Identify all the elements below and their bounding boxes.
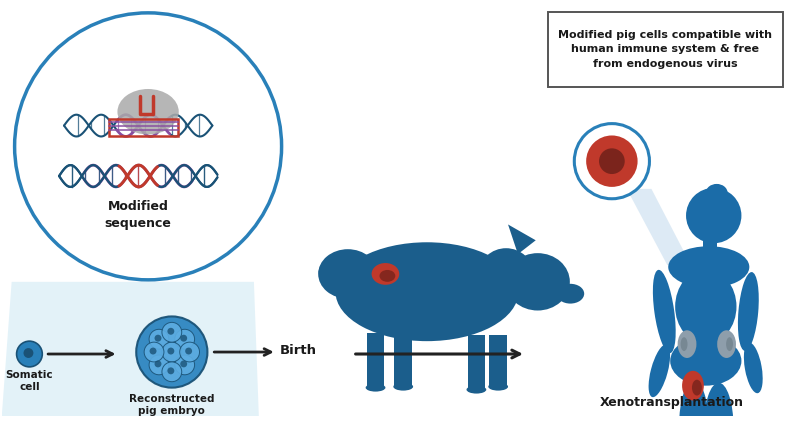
Circle shape [150, 348, 157, 354]
Polygon shape [626, 189, 691, 265]
Circle shape [586, 136, 638, 187]
Circle shape [154, 360, 162, 368]
Ellipse shape [649, 344, 670, 397]
Polygon shape [508, 224, 536, 254]
Ellipse shape [318, 249, 378, 298]
Ellipse shape [668, 246, 750, 288]
Bar [394, 335, 412, 386]
Ellipse shape [118, 89, 178, 134]
Circle shape [162, 362, 182, 382]
Ellipse shape [670, 336, 742, 386]
Ellipse shape [379, 270, 395, 282]
Circle shape [23, 348, 34, 358]
Ellipse shape [738, 272, 758, 351]
Circle shape [14, 13, 282, 280]
Ellipse shape [335, 242, 518, 341]
FancyBboxPatch shape [547, 12, 783, 87]
Text: Reconstructed
pig embryo: Reconstructed pig embryo [129, 394, 214, 416]
Circle shape [180, 335, 187, 342]
Bar [490, 335, 507, 386]
Ellipse shape [675, 269, 737, 344]
Text: Modified
sequence: Modified sequence [105, 200, 172, 230]
Circle shape [167, 368, 174, 374]
Text: Birth: Birth [280, 344, 317, 357]
Circle shape [162, 322, 182, 342]
Circle shape [174, 329, 194, 349]
Ellipse shape [717, 330, 736, 358]
Circle shape [599, 148, 625, 174]
Circle shape [149, 329, 169, 349]
Bar [703, 241, 717, 263]
Text: Modified pig cells compatible with
human immune system & free
from endogenous vi: Modified pig cells compatible with human… [558, 30, 772, 69]
Ellipse shape [679, 381, 709, 421]
Circle shape [167, 348, 174, 354]
Circle shape [167, 328, 174, 335]
Ellipse shape [704, 383, 734, 421]
Ellipse shape [681, 337, 687, 351]
Circle shape [686, 188, 742, 243]
Ellipse shape [706, 184, 727, 202]
Circle shape [180, 342, 199, 362]
Circle shape [174, 355, 194, 375]
Ellipse shape [479, 248, 534, 300]
Ellipse shape [744, 343, 762, 393]
Circle shape [180, 360, 187, 368]
Bar [366, 333, 385, 388]
Ellipse shape [506, 253, 570, 311]
Ellipse shape [466, 386, 486, 394]
Ellipse shape [557, 284, 584, 304]
Circle shape [136, 317, 207, 388]
Ellipse shape [653, 270, 676, 353]
Ellipse shape [682, 371, 704, 400]
Text: Somatic
cell: Somatic cell [6, 370, 54, 392]
Circle shape [149, 355, 169, 375]
Circle shape [574, 124, 650, 199]
Ellipse shape [394, 383, 413, 391]
Circle shape [154, 335, 162, 342]
Polygon shape [2, 282, 259, 416]
Ellipse shape [692, 380, 702, 396]
Ellipse shape [678, 330, 697, 358]
Text: Xenotransplantation: Xenotransplantation [600, 396, 744, 408]
Circle shape [17, 341, 42, 367]
Circle shape [162, 342, 182, 362]
Ellipse shape [371, 263, 399, 285]
Ellipse shape [488, 383, 508, 391]
Circle shape [185, 348, 192, 354]
Bar [467, 335, 486, 389]
Ellipse shape [726, 337, 733, 351]
Circle shape [144, 342, 164, 362]
Ellipse shape [366, 384, 386, 392]
